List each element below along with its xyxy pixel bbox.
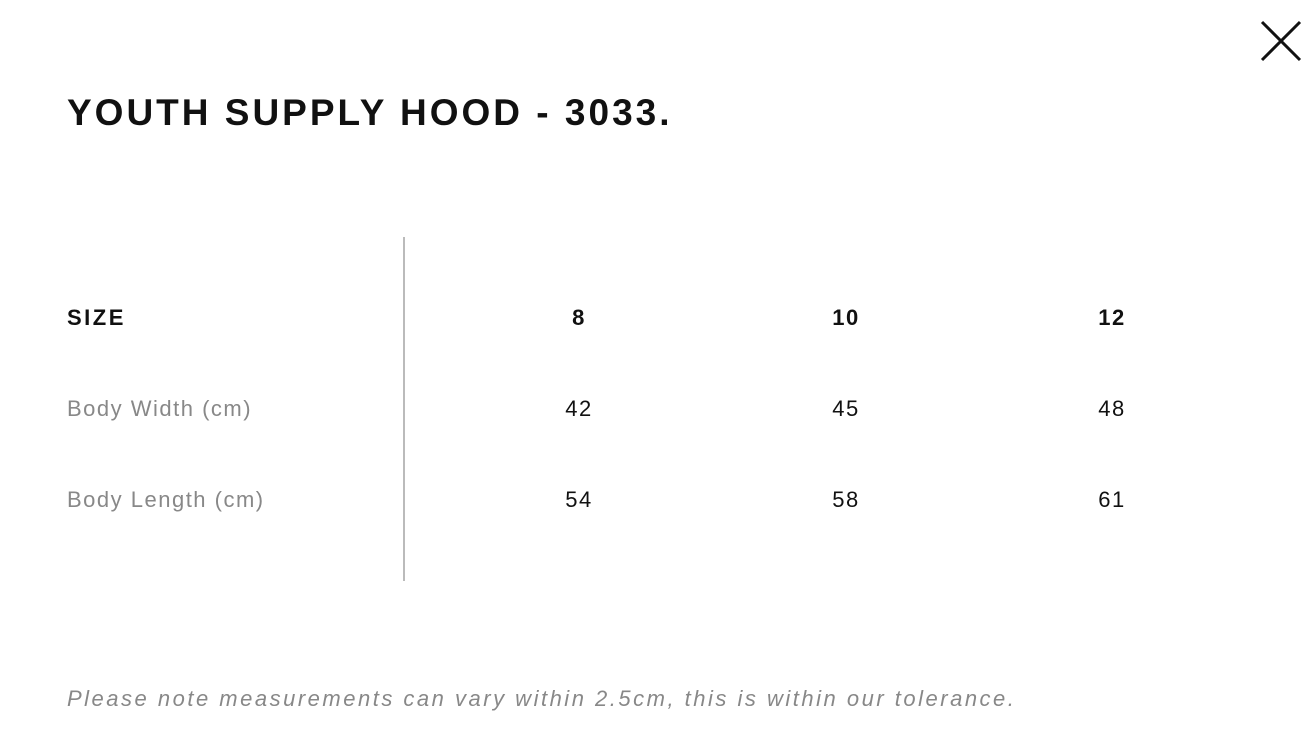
table-row: Body Length (cm) 54 58 61 [67, 487, 1267, 517]
table-row: Body Width (cm) 42 45 48 [67, 396, 1267, 426]
size-header: SIZE [67, 305, 126, 330]
tolerance-note: Please note measurements can vary within… [67, 686, 1017, 711]
cell: 48 [1098, 396, 1126, 421]
cell: 54 [565, 487, 593, 512]
size-12: 12 [1098, 305, 1126, 330]
row-label: Body Length (cm) [67, 487, 265, 512]
page-title: YOUTH SUPPLY HOOD - 3033. [67, 92, 673, 133]
table-divider [403, 237, 405, 581]
cell: 42 [565, 396, 593, 421]
cell: 58 [832, 487, 860, 512]
row-label: Body Width (cm) [67, 396, 253, 421]
table-header-row: SIZE 8 10 12 [67, 305, 1267, 335]
size-10: 10 [832, 305, 860, 330]
cell: 45 [832, 396, 860, 421]
close-icon[interactable] [1260, 20, 1302, 62]
size-8: 8 [572, 305, 586, 330]
cell: 61 [1098, 487, 1126, 512]
